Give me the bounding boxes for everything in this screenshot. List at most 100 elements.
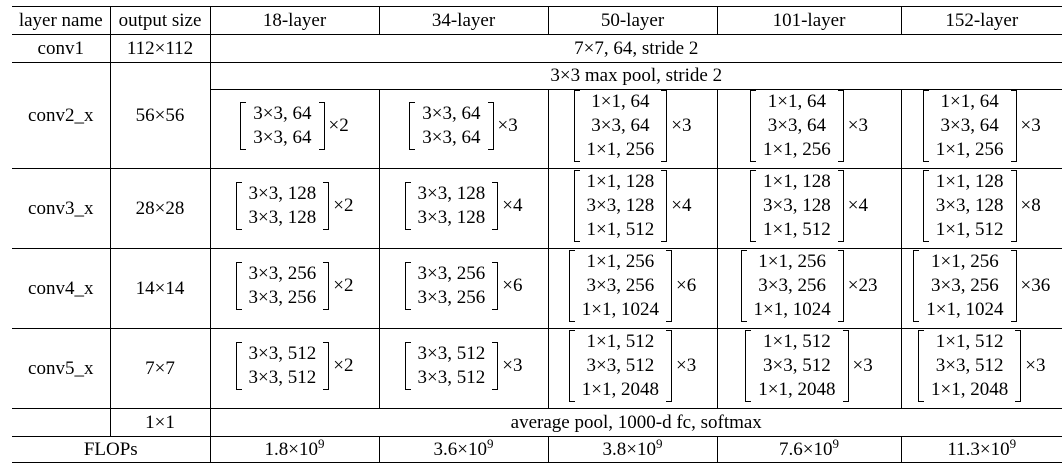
right-bracket bbox=[1010, 249, 1017, 322]
conv5-block-152: 1×1, 512 3×3, 512 1×1, 2048 ×3 bbox=[901, 328, 1062, 409]
header-layer-name: layer name bbox=[12, 6, 111, 35]
bracket-group: 1×1, 256 3×3, 256 1×1, 1024 bbox=[740, 249, 844, 322]
bracketed-block: 3×3, 512 3×3, 512 ×3 bbox=[404, 341, 523, 390]
header-101-layer: 101-layer bbox=[717, 6, 902, 35]
left-bracket bbox=[404, 261, 411, 310]
conv5-block-34: 3×3, 512 3×3, 512 ×3 bbox=[379, 328, 549, 409]
bracketed-block: 1×1, 512 3×3, 512 1×1, 2048 ×3 bbox=[568, 329, 697, 402]
conv4-block-152: 1×1, 256 3×3, 256 1×1, 1024 ×36 bbox=[901, 248, 1062, 329]
block-layer-line: 3×3, 512 bbox=[763, 354, 831, 376]
bracket-group: 1×1, 256 3×3, 256 1×1, 1024 bbox=[568, 249, 672, 322]
block-multiplier: ×3 bbox=[847, 115, 868, 136]
conv2-block-152: 1×1, 64 3×3, 64 1×1, 256 ×3 bbox=[901, 89, 1062, 169]
flops-18: 1.8×109 bbox=[210, 435, 380, 463]
left-bracket bbox=[913, 249, 920, 322]
conv5-size: 7×7 bbox=[110, 328, 211, 409]
block-multiplier: ×2 bbox=[333, 194, 354, 216]
block-layer-line: 3×3, 256 bbox=[931, 274, 999, 296]
flops-152-exp: 9 bbox=[1009, 435, 1017, 451]
block-layer-line: 3×3, 128 bbox=[935, 194, 1004, 216]
right-bracket bbox=[492, 261, 499, 310]
header-output-size: output size bbox=[110, 6, 211, 35]
flops-101-exp: 9 bbox=[832, 435, 839, 451]
flops-50-exp: 9 bbox=[655, 435, 663, 451]
block-layer-line: 3×3, 64 bbox=[422, 127, 481, 148]
block-layer-line: 3×3, 64 bbox=[767, 115, 826, 136]
conv1-name: conv1 bbox=[12, 34, 111, 63]
conv2-block-101: 1×1, 64 3×3, 64 1×1, 256 ×3 bbox=[717, 89, 902, 169]
block-layer-line: 3×3, 128 bbox=[417, 206, 486, 228]
block-multiplier: ×3 bbox=[1020, 115, 1041, 136]
block-multiplier: ×3 bbox=[676, 354, 697, 376]
block-layer-line: 3×3, 64 bbox=[940, 115, 999, 136]
block-layer-line: 1×1, 512 bbox=[935, 218, 1004, 240]
conv4-block-101: 1×1, 256 3×3, 256 1×1, 1024 ×23 bbox=[717, 248, 902, 329]
conv2-block-18: 3×3, 64 3×3, 64 ×2 bbox=[210, 89, 380, 169]
flops-18-exp: 9 bbox=[317, 435, 325, 451]
right-bracket bbox=[1010, 90, 1017, 162]
right-bracket bbox=[492, 181, 499, 230]
bracketed-block: 1×1, 256 3×3, 256 1×1, 1024 ×23 bbox=[740, 249, 878, 322]
block-multiplier: ×8 bbox=[1020, 194, 1041, 216]
conv4-block-18: 3×3, 256 3×3, 256 ×2 bbox=[210, 248, 380, 329]
flops-34: 3.6×109 bbox=[379, 435, 549, 463]
block-layer-line: 1×1, 512 bbox=[763, 218, 831, 240]
block-layers: 1×1, 64 3×3, 64 1×1, 256 bbox=[583, 90, 659, 162]
header-row: layer name output size 18-layer 34-layer… bbox=[12, 6, 1062, 35]
flops-50: 3.8×109 bbox=[548, 435, 718, 463]
flops-34-exp: 9 bbox=[486, 435, 494, 451]
left-bracket bbox=[568, 249, 575, 322]
bracket-group: 1×1, 256 3×3, 256 1×1, 1024 bbox=[913, 249, 1017, 322]
block-layer-line: 1×1, 256 bbox=[586, 139, 655, 160]
header-152-layer: 152-layer bbox=[901, 6, 1062, 35]
block-multiplier: ×2 bbox=[328, 115, 349, 136]
conv3-block-152: 1×1, 128 3×3, 128 1×1, 512 ×8 bbox=[901, 168, 1062, 249]
block-layer-line: 1×1, 256 bbox=[758, 250, 826, 272]
final-name bbox=[12, 408, 111, 437]
flops-18-base: 1.8×10 bbox=[264, 438, 318, 460]
block-layer-line: 1×1, 128 bbox=[586, 170, 655, 192]
left-bracket bbox=[573, 169, 580, 242]
block-layer-line: 3×3, 256 bbox=[248, 262, 317, 284]
conv3-block-18: 3×3, 128 3×3, 128 ×2 bbox=[210, 168, 380, 249]
block-layer-line: 1×1, 1024 bbox=[581, 298, 659, 320]
block-multiplier: ×23 bbox=[847, 274, 878, 296]
right-bracket bbox=[666, 249, 672, 322]
block-multiplier: ×6 bbox=[502, 274, 523, 296]
bracketed-block: 3×3, 64 3×3, 64 ×2 bbox=[240, 102, 349, 150]
bracket-group: 3×3, 128 3×3, 128 bbox=[235, 181, 330, 230]
block-layer-line: 3×3, 128 bbox=[248, 182, 317, 204]
bracket-group: 1×1, 128 3×3, 128 1×1, 512 bbox=[573, 169, 668, 242]
left-bracket bbox=[745, 329, 752, 402]
block-layer-line: 3×3, 64 bbox=[591, 115, 650, 136]
flops-50-base: 3.8×10 bbox=[602, 438, 656, 460]
block-layer-line: 3×3, 512 bbox=[935, 354, 1004, 376]
block-layers: 1×1, 512 3×3, 512 1×1, 2048 bbox=[927, 330, 1012, 402]
flops-152-base: 11.3×10 bbox=[947, 438, 1010, 460]
bracketed-block: 3×3, 256 3×3, 256 ×6 bbox=[404, 261, 523, 310]
block-layers: 1×1, 512 3×3, 512 1×1, 2048 bbox=[578, 330, 663, 402]
bracket-group: 3×3, 128 3×3, 128 bbox=[404, 181, 499, 230]
block-layer-line: 1×1, 512 bbox=[586, 330, 655, 352]
block-layer-line: 1×1, 64 bbox=[767, 91, 826, 112]
bracket-group: 3×3, 512 3×3, 512 bbox=[235, 341, 330, 390]
block-multiplier: ×3 bbox=[502, 354, 523, 376]
bracket-group: 3×3, 64 3×3, 64 bbox=[409, 102, 494, 150]
right-bracket bbox=[1015, 329, 1022, 402]
block-layers: 1×1, 64 3×3, 64 1×1, 256 bbox=[759, 90, 835, 162]
bracket-group: 3×3, 256 3×3, 256 bbox=[235, 261, 330, 310]
left-bracket bbox=[573, 90, 580, 162]
block-layer-line: 3×3, 256 bbox=[248, 286, 317, 308]
conv4-block-34: 3×3, 256 3×3, 256 ×6 bbox=[379, 248, 549, 329]
left-bracket bbox=[750, 90, 757, 162]
conv3-block-50: 1×1, 128 3×3, 128 1×1, 512 ×4 bbox=[548, 168, 718, 249]
conv5-name: conv5_x bbox=[12, 328, 111, 409]
conv3-block-101: 1×1, 128 3×3, 128 1×1, 512 ×4 bbox=[717, 168, 902, 249]
row-flops: FLOPs 1.8×109 3.6×109 3.8×109 7.6×109 11… bbox=[12, 435, 1062, 463]
block-layers: 1×1, 128 3×3, 128 1×1, 512 bbox=[759, 170, 835, 242]
block-layers: 3×3, 128 3×3, 128 bbox=[414, 182, 490, 230]
bracket-group: 1×1, 512 3×3, 512 1×1, 2048 bbox=[918, 329, 1022, 402]
bracketed-block: 1×1, 128 3×3, 128 1×1, 512 ×4 bbox=[750, 169, 868, 242]
right-bracket bbox=[1010, 169, 1017, 242]
block-layer-line: 1×1, 2048 bbox=[931, 378, 1009, 400]
